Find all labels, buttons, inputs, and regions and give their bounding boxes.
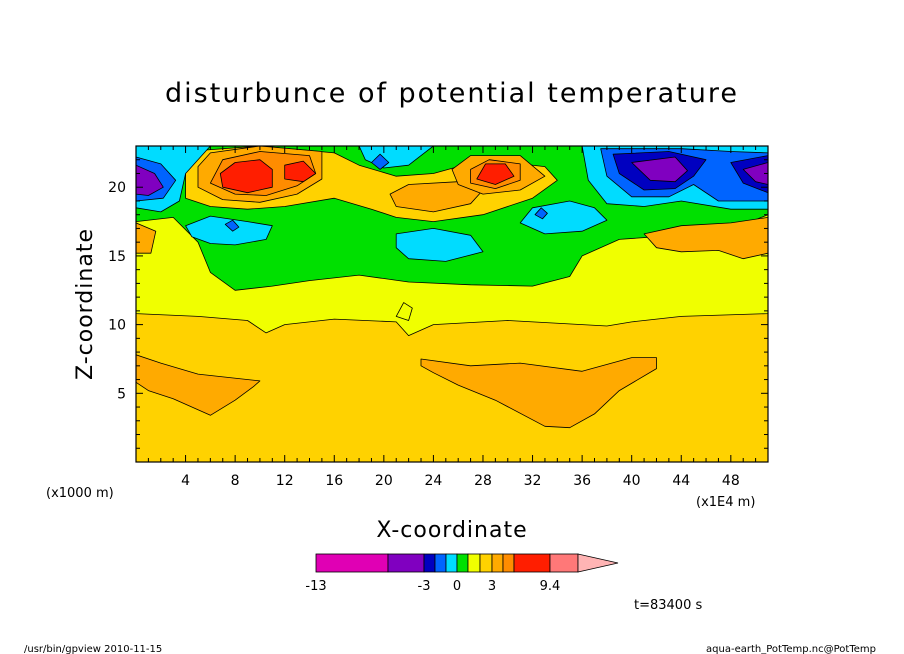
plot-frame [135,145,769,463]
contour-region-blue-top-mid [371,153,390,170]
contour-region-low-orange-mid [420,357,657,429]
y-axis: 5 10 15 20 [108,159,768,449]
contour-region-cyan-mid-1 [185,215,273,246]
contour-region-red-upper-mid [476,163,515,185]
x-tick-label: 28 [474,473,492,489]
contour-region-red-upper-left-2 [284,160,317,183]
colorbar-bin [467,553,481,573]
contour-region-purple-top-right-2 [742,162,768,185]
colorbar-max-arrow [577,553,619,573]
contour-region-yellow-thin [395,302,413,321]
x-tick-label: 24 [424,473,442,489]
colorbar-bin [549,553,579,573]
colorbar-label: 9.4 [540,579,561,594]
contour-region-blue-mid-left [224,219,240,232]
colorbar-label: -13 [305,579,326,594]
y-unit-label: (x1000 m) [46,486,114,501]
contour-region-purple-top-left [136,164,164,196]
colorbar-bin [315,553,389,573]
x-tick-label: 48 [722,473,740,489]
colorbar-bin [445,553,458,573]
contour-region-red-upper-left-1 [219,159,273,194]
contour-region-purple-top-right-1 [631,156,688,183]
y-tick-label: 15 [108,249,126,265]
contour-region-orange-left-mid [136,222,157,254]
footer-right-note: aqua-earth_PotTemp.nc@PotTemp [706,644,876,654]
colorbar-label: 0 [453,579,461,594]
colorbar-bin [434,553,447,573]
colorbar: -13 -3 0 3 9.4 [305,553,619,594]
x-tick-label: 36 [573,473,591,489]
plot-area [136,146,768,462]
colorbar-bin [423,553,436,573]
x-axis-title: X-coordinate [376,518,527,543]
x-tick-label: 16 [325,473,343,489]
colorbar-bin [456,553,469,573]
time-label: t=83400 s [634,598,702,613]
colorbar-bin [513,553,551,573]
y-tick-label: 5 [117,386,126,402]
y-axis-title: Z-coordinate [73,228,98,380]
contour-region-orange-right-mid [643,216,768,260]
x-unit-label: (x1E4 m) [696,495,755,510]
x-axis: 4 8 12 16 20 24 28 32 36 40 44 48 [147,146,757,489]
footer-left-note: /usr/bin/gpview 2010-11-15 [24,644,162,654]
colorbar-bin [479,553,493,573]
x-tick-label: 4 [181,473,190,489]
x-tick-label: 20 [375,473,393,489]
x-tick-label: 40 [623,473,641,489]
contour-region-low-orange-left [136,354,261,416]
colorbar-bin [502,553,515,573]
x-tick-label: 8 [231,473,240,489]
contour-region-blue-mid-right [534,207,548,220]
y-tick-label: 20 [108,180,126,196]
colorbar-label: -3 [418,579,431,594]
colorbar-bin [387,553,425,573]
x-tick-label: 44 [672,473,690,489]
x-tick-label: 32 [524,473,542,489]
y-tick-label: 10 [108,318,126,334]
x-tick-label: 12 [276,473,294,489]
colorbar-bin [491,553,504,573]
colorbar-label: 3 [488,579,496,594]
chart-title: disturbunce of potential temperature [165,78,739,109]
contour-region-cyan-mid-2 [395,227,484,262]
